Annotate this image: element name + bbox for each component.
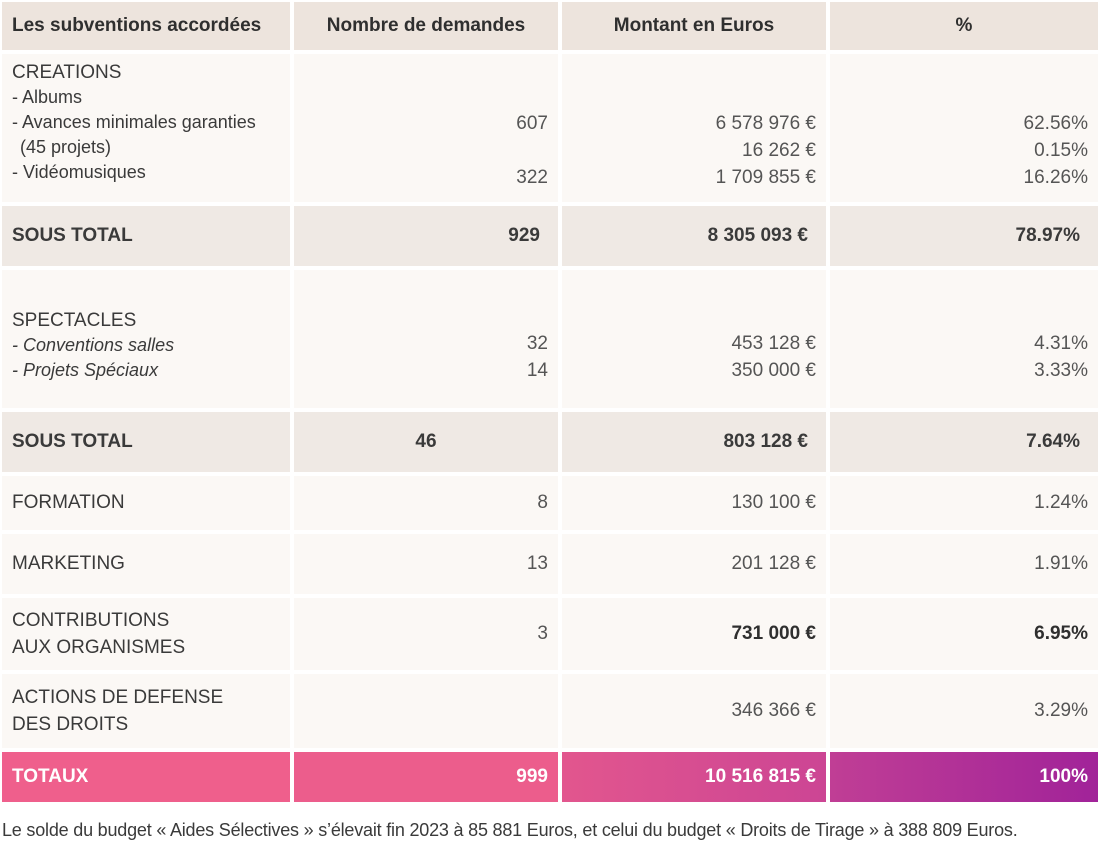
creations-pct-cell: 62.56% 0.15% 16.26% <box>830 54 1098 202</box>
spectacles-sub-projets: - Projets Spéciaux <box>12 360 159 380</box>
defense-label-line1: ACTIONS DE DEFENSE <box>12 687 224 708</box>
creations-label: CREATIONS <box>12 62 122 83</box>
creations-pct-videos: 16.26% <box>1023 167 1088 188</box>
header-row: Les subventions accordées Nombre de dema… <box>2 2 1098 50</box>
creations-nombre-albums: 607 <box>516 113 548 134</box>
totaux-montant: 10 516 815 € <box>562 752 826 802</box>
spectacles-nombre-projets: 14 <box>526 360 548 381</box>
marketing-pct: 1.91% <box>830 534 1098 594</box>
formation-montant: 130 100 € <box>562 476 826 530</box>
defense-pct: 3.29% <box>830 674 1098 748</box>
row-marketing: MARKETING 13 201 128 € 1.91% <box>2 534 1098 594</box>
contributions-label-line2: AUX ORGANISMES <box>12 637 186 658</box>
spectacles-pct-conventions: 4.31% <box>1034 333 1088 354</box>
formation-nombre: 8 <box>294 476 558 530</box>
contributions-pct: 6.95% <box>830 598 1098 670</box>
creations-nombre-cell: 607 322 <box>294 54 558 202</box>
creations-pct-albums: 62.56% <box>1023 113 1088 134</box>
creations-montant-cell: 6 578 976 € 16 262 € 1 709 855 € <box>562 54 826 202</box>
sous-total-1-label: SOUS TOTAL <box>2 206 290 266</box>
row-formation: FORMATION 8 130 100 € 1.24% <box>2 476 1098 530</box>
marketing-nombre: 13 <box>294 534 558 594</box>
creations-sub-projets: (45 projets) <box>20 137 112 157</box>
row-sous-total-1: SOUS TOTAL 929 8 305 093 € 78.97% <box>2 206 1098 266</box>
spectacles-montant-cell: 453 128 € 350 000 € <box>562 270 826 408</box>
header-nombre: Nombre de demandes <box>294 2 558 50</box>
creations-label-cell: CREATIONS - Albums - Avances minimales g… <box>2 54 290 202</box>
contributions-montant: 731 000 € <box>562 598 826 670</box>
defense-montant: 346 366 € <box>562 674 826 748</box>
sous-total-2-label: SOUS TOTAL <box>2 412 290 472</box>
row-defense: ACTIONS DE DEFENSE DES DROITS 346 366 € … <box>2 674 1098 748</box>
creations-sub-videos: - Vidéomusiques <box>12 162 146 182</box>
sous-total-1-nombre: 929 <box>294 206 558 266</box>
creations-montant-videos: 1 709 855 € <box>715 167 816 188</box>
defense-label-cell: ACTIONS DE DEFENSE DES DROITS <box>2 674 290 748</box>
contributions-label-cell: CONTRIBUTIONS AUX ORGANISMES <box>2 598 290 670</box>
row-contributions: CONTRIBUTIONS AUX ORGANISMES 3 731 000 €… <box>2 598 1098 670</box>
spectacles-nombre-cell: 32 14 <box>294 270 558 408</box>
totaux-nombre: 999 <box>294 752 558 802</box>
creations-pct-avances: 0.15% <box>1034 140 1088 161</box>
creations-nombre-videos: 322 <box>516 167 548 188</box>
spectacles-pct-projets: 3.33% <box>1034 360 1088 381</box>
sous-total-2-montant: 803 128 € <box>562 412 826 472</box>
contributions-label-line1: CONTRIBUTIONS <box>12 610 170 631</box>
totaux-label: TOTAUX <box>2 752 290 802</box>
row-creations: CREATIONS - Albums - Avances minimales g… <box>2 54 1098 202</box>
marketing-label: MARKETING <box>2 534 290 594</box>
totaux-pct: 100% <box>830 752 1098 802</box>
sous-total-2-nombre: 46 <box>294 412 558 472</box>
spectacles-nombre-conventions: 32 <box>526 333 548 354</box>
creations-sub-avances: - Avances minimales garanties <box>12 112 256 132</box>
marketing-montant: 201 128 € <box>562 534 826 594</box>
spectacles-label: SPECTACLES <box>12 310 137 331</box>
spectacles-pct-cell: 4.31% 3.33% <box>830 270 1098 408</box>
row-totaux: TOTAUX 999 10 516 815 € 100% <box>2 752 1098 802</box>
spectacles-sub-conventions: - Conventions salles <box>12 335 175 355</box>
header-subventions: Les subventions accordées <box>2 2 290 50</box>
creations-montant-avances: 16 262 € <box>742 140 816 161</box>
defense-nombre <box>294 674 558 748</box>
defense-label-line2: DES DROITS <box>12 714 129 735</box>
formation-pct: 1.24% <box>830 476 1098 530</box>
creations-montant-albums: 6 578 976 € <box>715 113 816 134</box>
contributions-nombre: 3 <box>294 598 558 670</box>
subventions-table: Les subventions accordées Nombre de dema… <box>2 2 1098 802</box>
sous-total-1-montant: 8 305 093 € <box>562 206 826 266</box>
row-spectacles: SPECTACLES - Conventions salles - Projet… <box>2 270 1098 408</box>
spectacles-montant-conventions: 453 128 € <box>731 333 816 354</box>
spectacles-montant-projets: 350 000 € <box>731 360 816 381</box>
header-montant: Montant en Euros <box>562 2 826 50</box>
spectacles-label-cell: SPECTACLES - Conventions salles - Projet… <box>2 270 290 408</box>
budget-footnote: Le solde du budget « Aides Sélectives » … <box>2 820 1018 840</box>
sous-total-1-pct: 78.97% <box>830 206 1098 266</box>
header-pct: % <box>830 2 1098 50</box>
creations-sub-albums: - Albums <box>12 87 83 107</box>
formation-label: FORMATION <box>2 476 290 530</box>
row-sous-total-2: SOUS TOTAL 46 803 128 € 7.64% <box>2 412 1098 472</box>
sous-total-2-pct: 7.64% <box>830 412 1098 472</box>
